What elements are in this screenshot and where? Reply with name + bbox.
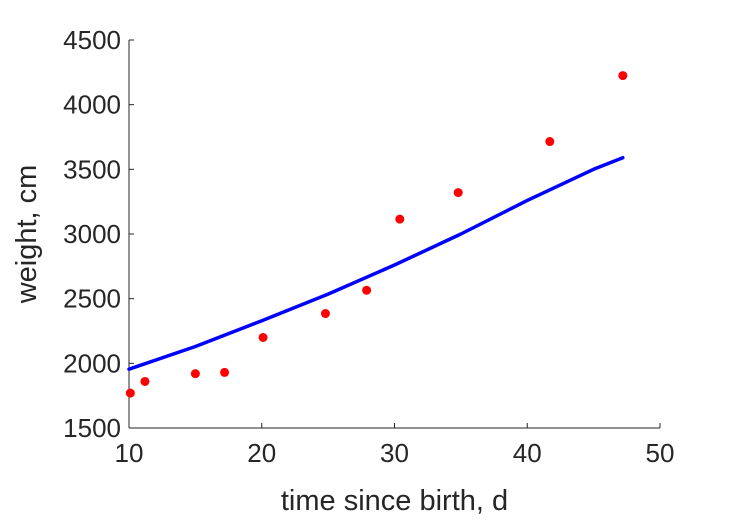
x-tick-label: 30 — [380, 438, 409, 468]
y-tick-label: 3000 — [63, 219, 121, 249]
x-tick-label: 50 — [646, 438, 675, 468]
y-tick-label: 4500 — [63, 25, 121, 55]
x-ticks: 10 20 30 40 50 — [115, 423, 675, 468]
y-tick-label: 1500 — [63, 413, 121, 443]
x-tick-label: 20 — [247, 438, 276, 468]
y-ticks: 1500 2000 2500 3000 3500 4000 4500 — [63, 25, 134, 443]
x-tick-label: 40 — [513, 438, 542, 468]
y-tick-label: 2000 — [63, 348, 121, 378]
y-tick-label: 2500 — [63, 284, 121, 314]
data-point — [220, 367, 230, 377]
data-point — [395, 214, 405, 224]
y-axis-label: weight, cm — [11, 165, 43, 305]
fit-line — [127, 155, 625, 371]
x-tick-label: 10 — [115, 438, 144, 468]
y-tick-label: 3500 — [63, 154, 121, 184]
x-axis-label: time since birth, d — [281, 485, 508, 517]
data-point — [453, 188, 463, 198]
y-tick-label: 4000 — [63, 90, 121, 120]
data-point — [140, 376, 150, 386]
data-point — [258, 332, 268, 342]
data-point — [362, 285, 372, 295]
data-point — [190, 369, 200, 379]
axes — [128, 40, 660, 429]
plot-series — [125, 71, 628, 398]
data-point — [618, 71, 628, 81]
data-point — [125, 388, 135, 398]
data-point — [545, 137, 555, 147]
data-point — [320, 309, 330, 319]
